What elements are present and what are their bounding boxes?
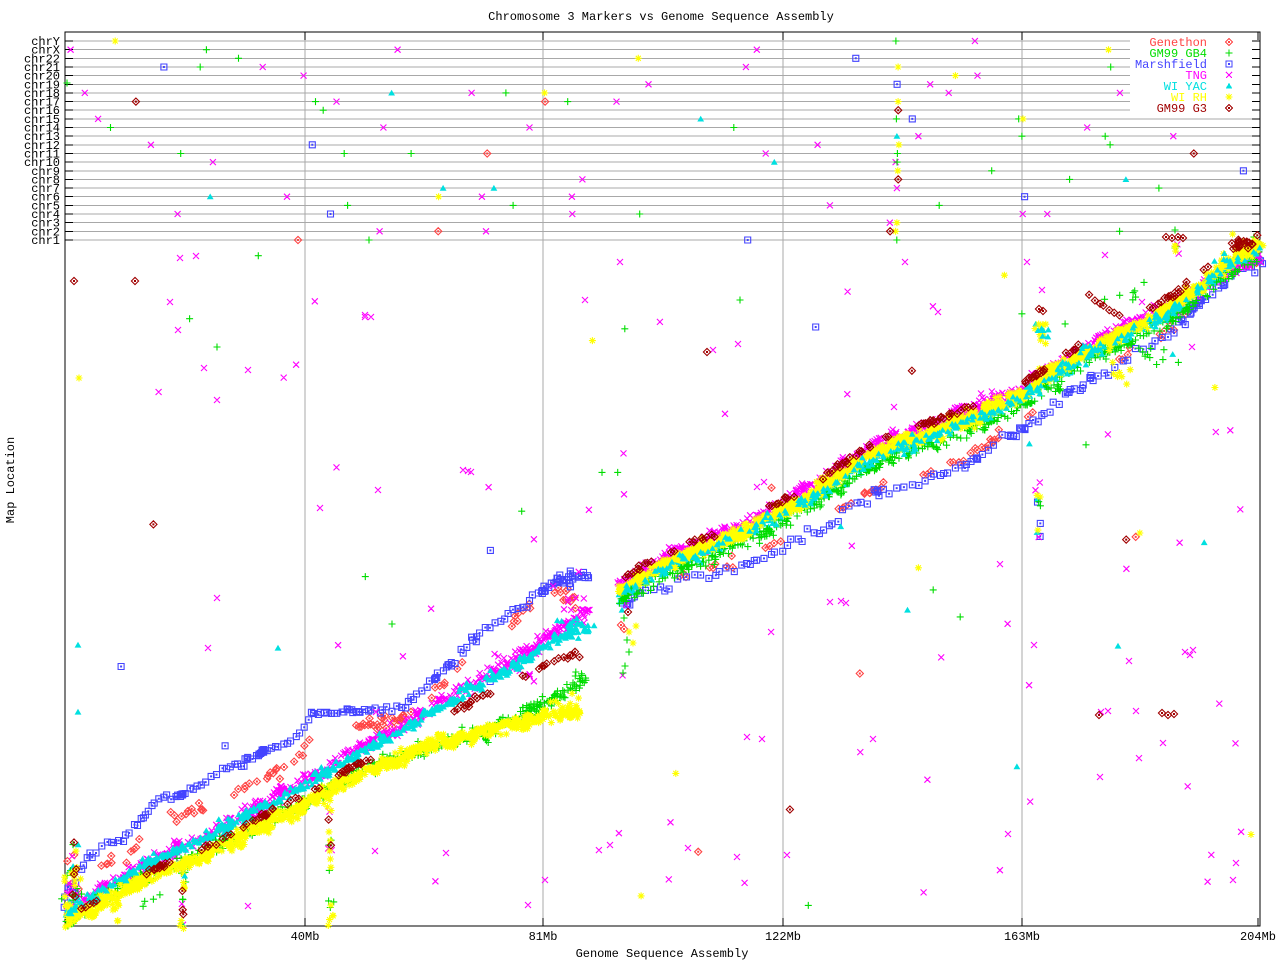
svg-text:chr6: chr6 <box>31 191 60 205</box>
svg-text:chr22: chr22 <box>24 52 60 66</box>
svg-text:chr7: chr7 <box>31 182 60 196</box>
svg-text:chr14: chr14 <box>24 122 60 136</box>
svg-text:chr13: chr13 <box>24 130 60 144</box>
svg-text:Genome Sequence Assembly: Genome Sequence Assembly <box>576 947 749 960</box>
svg-text:Marshfield: Marshfield <box>1135 58 1207 72</box>
svg-text:WI YAC: WI YAC <box>1164 80 1207 94</box>
svg-text:81Mb: 81Mb <box>529 930 558 944</box>
svg-text:chr8: chr8 <box>31 173 60 187</box>
svg-text:chr17: chr17 <box>24 96 60 110</box>
svg-text:chr18: chr18 <box>24 87 60 101</box>
svg-text:chrY: chrY <box>31 35 60 49</box>
svg-text:GM99 G3: GM99 G3 <box>1157 102 1207 116</box>
svg-text:chr16: chr16 <box>24 104 60 118</box>
svg-text:40Mb: 40Mb <box>291 930 320 944</box>
svg-text:Chromosome 3 Markers vs Genome: Chromosome 3 Markers vs Genome Sequence … <box>488 10 834 24</box>
svg-text:chr12: chr12 <box>24 139 60 153</box>
svg-text:chr1: chr1 <box>31 234 60 248</box>
svg-text:chr11: chr11 <box>24 148 60 162</box>
svg-text:chr5: chr5 <box>31 199 60 213</box>
svg-text:204Mb: 204Mb <box>1240 930 1276 944</box>
svg-text:Map Location: Map Location <box>4 437 18 523</box>
svg-text:chrX: chrX <box>31 44 60 58</box>
svg-text:chr21: chr21 <box>24 61 60 75</box>
svg-text:chr15: chr15 <box>24 113 60 127</box>
svg-text:chr9: chr9 <box>31 165 60 179</box>
svg-text:chr20: chr20 <box>24 70 60 84</box>
svg-text:Genethon: Genethon <box>1149 36 1207 50</box>
svg-text:chr10: chr10 <box>24 156 60 170</box>
svg-text:chr4: chr4 <box>31 208 60 222</box>
svg-text:chr19: chr19 <box>24 78 60 92</box>
svg-text:TNG: TNG <box>1185 69 1207 83</box>
svg-text:chr2: chr2 <box>31 225 60 239</box>
svg-text:chr3: chr3 <box>31 217 60 231</box>
svg-text:122Mb: 122Mb <box>765 930 801 944</box>
svg-text:163Mb: 163Mb <box>1004 930 1040 944</box>
svg-text:GM99 GB4: GM99 GB4 <box>1149 47 1207 61</box>
svg-text:WI RH: WI RH <box>1171 91 1207 105</box>
